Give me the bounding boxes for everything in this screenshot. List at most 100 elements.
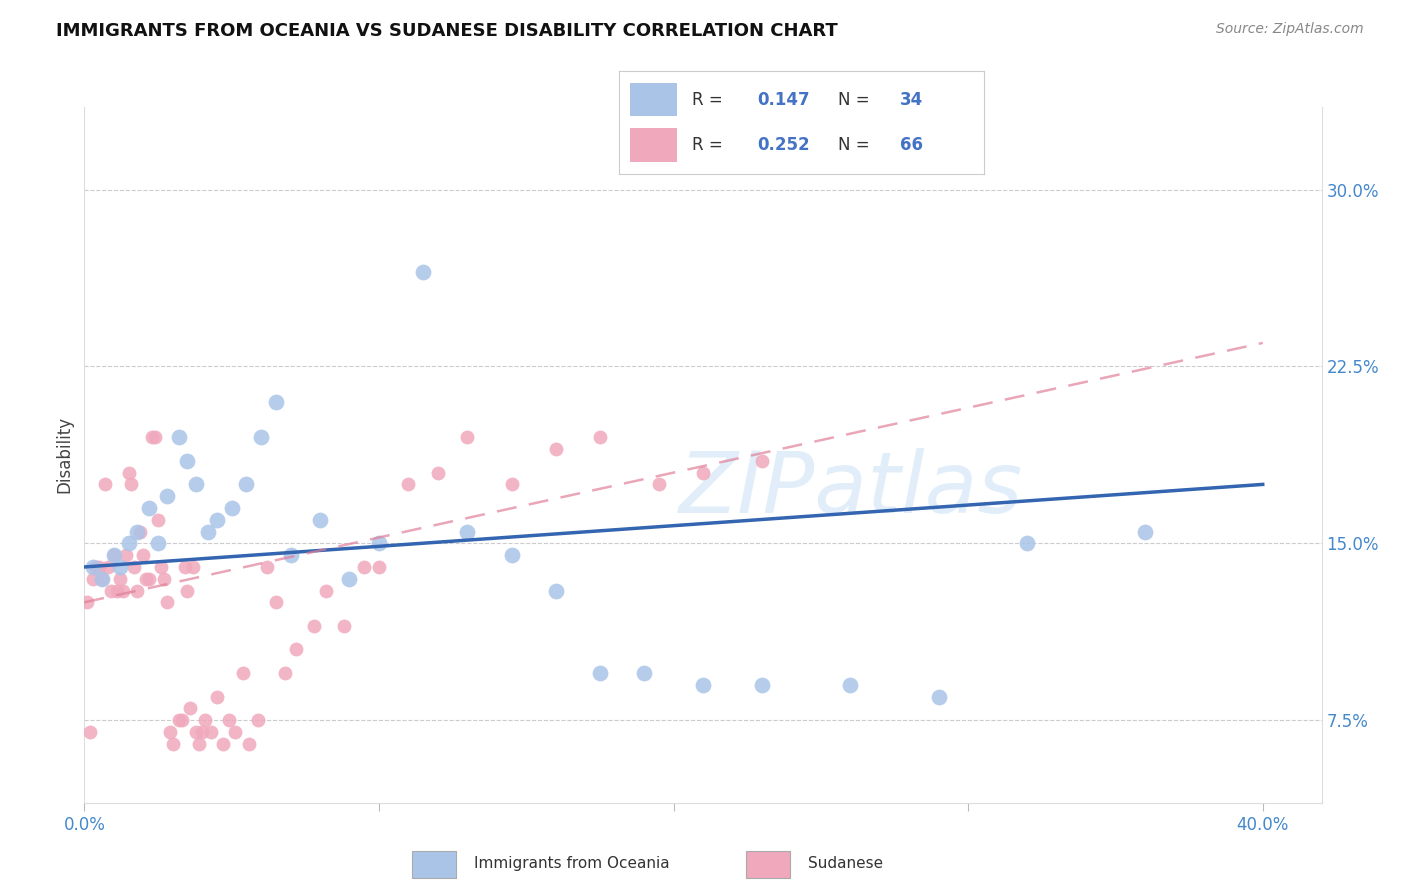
Point <box>138 500 160 515</box>
Point <box>224 725 246 739</box>
Text: Source: ZipAtlas.com: Source: ZipAtlas.com <box>1216 22 1364 37</box>
Point <box>176 454 198 468</box>
Point <box>205 690 228 704</box>
Point <box>285 642 308 657</box>
Point <box>501 548 523 562</box>
Point <box>692 678 714 692</box>
Point <box>156 489 179 503</box>
Point <box>648 477 671 491</box>
Point <box>79 725 101 739</box>
Point <box>232 666 254 681</box>
Point <box>167 430 190 444</box>
Point <box>332 619 354 633</box>
Point <box>544 442 567 456</box>
FancyBboxPatch shape <box>630 83 678 117</box>
Text: 0.147: 0.147 <box>758 91 810 109</box>
Point <box>76 595 98 609</box>
Point <box>412 265 434 279</box>
Point <box>238 737 260 751</box>
Text: 0.252: 0.252 <box>758 136 810 153</box>
Point <box>173 560 195 574</box>
Point <box>159 725 181 739</box>
Point <box>146 536 169 550</box>
Point <box>132 548 155 562</box>
Point <box>129 524 152 539</box>
Point <box>135 572 157 586</box>
Point <box>170 713 193 727</box>
Point <box>250 430 273 444</box>
Point <box>544 583 567 598</box>
Point <box>179 701 201 715</box>
Point <box>124 560 146 574</box>
Point <box>82 560 104 574</box>
Point <box>339 572 361 586</box>
Point <box>84 560 107 574</box>
Text: N =: N = <box>838 136 875 153</box>
Text: 34: 34 <box>900 91 924 109</box>
Y-axis label: Disability: Disability <box>55 417 73 493</box>
Point <box>117 536 139 550</box>
Point <box>205 513 228 527</box>
Point <box>141 430 163 444</box>
Point <box>191 725 214 739</box>
Point <box>247 713 270 727</box>
Point <box>146 513 169 527</box>
Point <box>309 513 332 527</box>
Point <box>751 678 773 692</box>
Point <box>117 466 139 480</box>
Point <box>456 524 478 539</box>
Point <box>928 690 950 704</box>
Point <box>111 583 134 598</box>
Point <box>368 536 391 550</box>
Point <box>368 560 391 574</box>
Point <box>1133 524 1156 539</box>
Point <box>156 595 179 609</box>
Point <box>91 572 114 586</box>
Text: R =: R = <box>692 91 728 109</box>
Point <box>105 583 128 598</box>
Point <box>501 477 523 491</box>
Point <box>751 454 773 468</box>
Point <box>121 477 143 491</box>
Text: ZIPatlas: ZIPatlas <box>679 448 1024 532</box>
Point <box>82 572 104 586</box>
Point <box>153 572 176 586</box>
Point <box>127 524 149 539</box>
Point <box>396 477 419 491</box>
Text: IMMIGRANTS FROM OCEANIA VS SUDANESE DISABILITY CORRELATION CHART: IMMIGRANTS FROM OCEANIA VS SUDANESE DISA… <box>56 22 838 40</box>
FancyBboxPatch shape <box>630 128 678 161</box>
Point <box>456 430 478 444</box>
Text: 66: 66 <box>900 136 924 153</box>
Point <box>183 560 205 574</box>
Point <box>103 548 125 562</box>
Text: R =: R = <box>692 136 728 153</box>
Point <box>221 500 243 515</box>
Point <box>94 477 117 491</box>
Point <box>194 713 217 727</box>
FancyBboxPatch shape <box>412 851 456 878</box>
Point <box>839 678 862 692</box>
Point <box>197 524 219 539</box>
Point <box>264 595 287 609</box>
Point <box>167 713 190 727</box>
Point <box>138 572 160 586</box>
Point <box>280 548 302 562</box>
Point <box>264 395 287 409</box>
Point <box>87 560 110 574</box>
Point <box>302 619 325 633</box>
Point <box>108 572 131 586</box>
Point <box>200 725 222 739</box>
Point <box>143 430 166 444</box>
Point <box>353 560 375 574</box>
Point <box>114 548 136 562</box>
FancyBboxPatch shape <box>747 851 790 878</box>
Point <box>218 713 240 727</box>
Point <box>692 466 714 480</box>
Point <box>273 666 295 681</box>
Point <box>186 725 208 739</box>
Point <box>91 572 114 586</box>
Point <box>633 666 655 681</box>
Point <box>97 560 120 574</box>
Point <box>426 466 449 480</box>
Point <box>149 560 172 574</box>
